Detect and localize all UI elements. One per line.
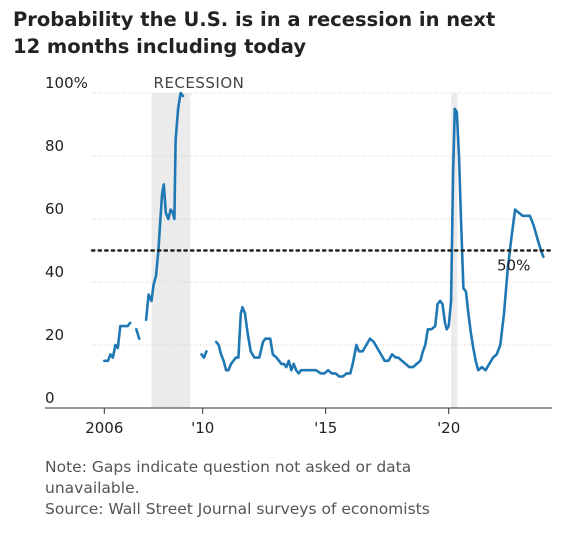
series-line-segment-1 [135, 328, 141, 340]
chart-notes: Note: Gaps indicate question not asked o… [45, 457, 575, 520]
series-line-segment-2 [144, 91, 185, 322]
series-line-segment-3 [200, 350, 208, 359]
reference-line-label: 50% [497, 257, 530, 275]
chart-title-line-1: Probability the U.S. is in a recession i… [13, 8, 496, 31]
x-tick-label-2015: '15 [314, 419, 337, 437]
x-tick-label-2010: '10 [191, 419, 214, 437]
series-line-segment-0 [103, 321, 132, 363]
y-tick-label-60: 60 [45, 200, 64, 218]
chart-title-line-2: 12 months including today [13, 35, 307, 58]
source-line: Source: Wall Street Journal surveys of e… [45, 500, 430, 518]
y-tick-label-20: 20 [45, 326, 64, 344]
recession-probability-chart: RECESSION 0 20 40 60 80 100% 2006 '10 '15 '20 50% [45, 74, 554, 437]
y-tick-label-0: 0 [45, 389, 55, 407]
series-line-segment-4 [214, 107, 545, 378]
recession-label: RECESSION [154, 74, 245, 92]
x-tick-label-2006: 2006 [85, 419, 123, 437]
y-tick-label-40: 40 [45, 263, 64, 281]
x-tick-label-2020: '20 [437, 419, 460, 437]
chart-title: Probability the U.S. is in a recession i… [13, 6, 573, 60]
note-line-1: Note: Gaps indicate question not asked o… [45, 458, 412, 476]
note-line-2: unavailable. [45, 479, 140, 497]
y-tick-label-80: 80 [45, 137, 64, 155]
y-tick-label-100: 100% [45, 74, 88, 92]
